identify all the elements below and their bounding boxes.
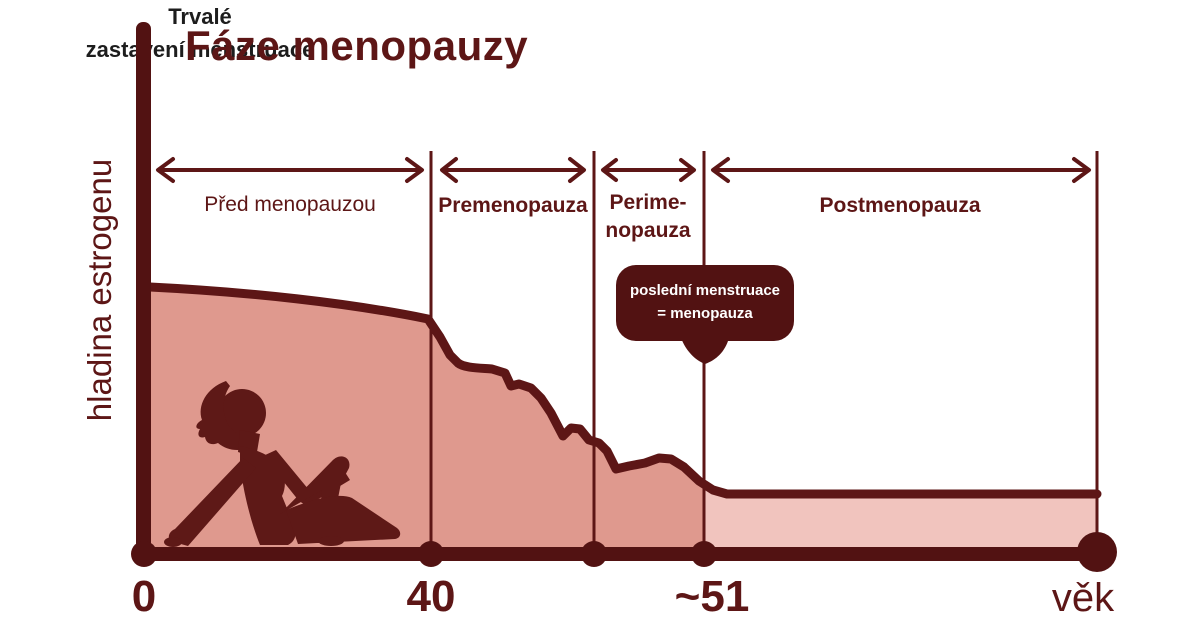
- arrow-head-right-icon: [568, 157, 586, 183]
- woman-silhouette: [164, 381, 401, 547]
- estrogen-curve: [145, 282, 1102, 499]
- page-title: Fáze menopauzy: [185, 22, 529, 69]
- axis-dot-0: [131, 541, 157, 567]
- speech-bubble: [616, 265, 794, 364]
- silhouette-head: [218, 389, 266, 437]
- axis-dot-end: [1077, 532, 1117, 572]
- range-arrow-premenopauza: [440, 157, 586, 183]
- arrow-head-right-icon: [1072, 157, 1091, 183]
- range-arrow-pred-menopauzou: [156, 157, 424, 183]
- speech-bubble-text: poslední menstruace = menopauza: [629, 282, 781, 323]
- phase-label-premenopauza: Premenopauza: [438, 194, 588, 217]
- silhouette-foot: [318, 536, 344, 546]
- estrogen-area-post: [704, 484, 1097, 552]
- axis-dot-40: [418, 541, 444, 567]
- x-tick-40: 40: [406, 572, 456, 621]
- range-arrow-postmenopauza: [711, 157, 1091, 183]
- arrow-head-right-icon: [405, 157, 424, 183]
- x-tick-0: 0: [131, 572, 157, 621]
- arrow-head-left-icon: [440, 157, 458, 183]
- phase-label-pred-menopauzou: Před menopauzou: [204, 193, 376, 216]
- y-axis: [136, 22, 151, 556]
- arrow-head-left-icon: [601, 158, 618, 182]
- annotation-permanent-stop: Trvalé zastavení menstruace: [85, 4, 315, 62]
- x-tick-51: ~51: [674, 572, 750, 621]
- silhouette-hand: [164, 537, 182, 547]
- phase-label-postmenopauza: Postmenopauza: [819, 194, 981, 217]
- silhouette-extended-leg: [286, 495, 401, 544]
- x-axis: [136, 547, 1111, 561]
- phase-label-perimenopauza: Perime- nopauza: [605, 191, 691, 243]
- axis-dot-51: [691, 541, 717, 567]
- x-axis-label: věk: [1051, 576, 1115, 620]
- arrow-head-left-icon: [711, 157, 730, 183]
- speech-bubble-body: [616, 265, 794, 341]
- arrow-head-left-icon: [156, 157, 175, 183]
- y-axis-label: hladina estrogenu: [81, 158, 118, 422]
- range-arrow-perimenopauza: [601, 158, 696, 182]
- arrow-head-right-icon: [679, 158, 696, 182]
- silhouette-support-arm: [168, 458, 256, 546]
- axis-dot-perimenopause: [581, 541, 607, 567]
- speech-bubble-pointer: [681, 338, 729, 364]
- silhouette-hair: [196, 381, 252, 451]
